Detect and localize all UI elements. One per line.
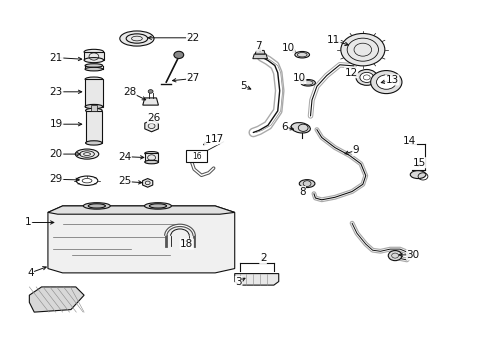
Bar (85, 111, 102, 143)
Text: 21: 21 (49, 53, 63, 63)
Ellipse shape (85, 64, 102, 67)
Text: 6: 6 (281, 122, 287, 132)
Bar (185, 150, 207, 162)
Circle shape (340, 33, 384, 66)
Text: 3: 3 (235, 276, 242, 287)
Text: 10: 10 (282, 42, 294, 53)
Circle shape (148, 90, 153, 93)
Text: 27: 27 (186, 73, 200, 84)
Polygon shape (144, 120, 158, 132)
Ellipse shape (300, 80, 315, 86)
Text: 30: 30 (406, 250, 419, 260)
Polygon shape (48, 206, 234, 214)
Ellipse shape (144, 152, 158, 155)
Ellipse shape (85, 67, 102, 71)
Circle shape (359, 72, 373, 82)
Polygon shape (142, 179, 152, 187)
Ellipse shape (85, 77, 102, 81)
Polygon shape (252, 54, 267, 59)
Text: 7: 7 (254, 41, 261, 51)
Text: 14: 14 (402, 136, 416, 146)
Ellipse shape (144, 160, 158, 164)
Text: 23: 23 (49, 87, 63, 97)
Ellipse shape (294, 51, 309, 58)
Bar (91, 105, 97, 111)
Ellipse shape (83, 203, 110, 209)
Bar (84, 52, 103, 60)
Text: 25: 25 (118, 176, 131, 186)
Text: 28: 28 (122, 87, 136, 97)
Text: 24: 24 (118, 152, 131, 162)
Text: 12: 12 (344, 68, 357, 78)
Circle shape (174, 51, 183, 59)
Text: 16: 16 (191, 152, 201, 161)
Polygon shape (29, 287, 84, 312)
Text: 22: 22 (186, 33, 200, 43)
Text: 17: 17 (210, 134, 224, 144)
Ellipse shape (85, 141, 102, 145)
Bar (85, 79, 102, 107)
Text: 1: 1 (25, 217, 32, 228)
Text: 13: 13 (385, 75, 398, 85)
Ellipse shape (84, 49, 103, 54)
Text: 17: 17 (204, 135, 218, 145)
Text: 11: 11 (326, 35, 340, 45)
Ellipse shape (85, 108, 102, 113)
Text: 9: 9 (352, 145, 359, 156)
Ellipse shape (85, 104, 102, 109)
Circle shape (387, 251, 401, 261)
Bar (144, 153, 158, 162)
Text: 19: 19 (49, 119, 63, 129)
Circle shape (370, 71, 401, 94)
Text: 15: 15 (412, 158, 426, 168)
Ellipse shape (84, 58, 103, 63)
Text: 10: 10 (292, 73, 305, 84)
Text: 20: 20 (50, 149, 62, 159)
Text: 4: 4 (27, 268, 34, 278)
Polygon shape (48, 206, 234, 273)
Text: 5: 5 (240, 81, 246, 91)
Polygon shape (255, 50, 264, 54)
Ellipse shape (144, 203, 171, 209)
Polygon shape (234, 274, 278, 285)
Ellipse shape (88, 204, 105, 208)
Text: 18: 18 (180, 239, 193, 249)
Text: 8: 8 (298, 186, 305, 197)
Polygon shape (142, 98, 158, 105)
Text: 2: 2 (259, 253, 266, 264)
Circle shape (376, 75, 395, 89)
Ellipse shape (290, 123, 310, 133)
Circle shape (355, 69, 377, 85)
Ellipse shape (409, 171, 425, 179)
Ellipse shape (149, 204, 166, 208)
Ellipse shape (120, 31, 154, 46)
Text: 29: 29 (49, 174, 63, 184)
Text: 26: 26 (147, 113, 161, 123)
Ellipse shape (75, 149, 99, 159)
Ellipse shape (299, 180, 314, 188)
